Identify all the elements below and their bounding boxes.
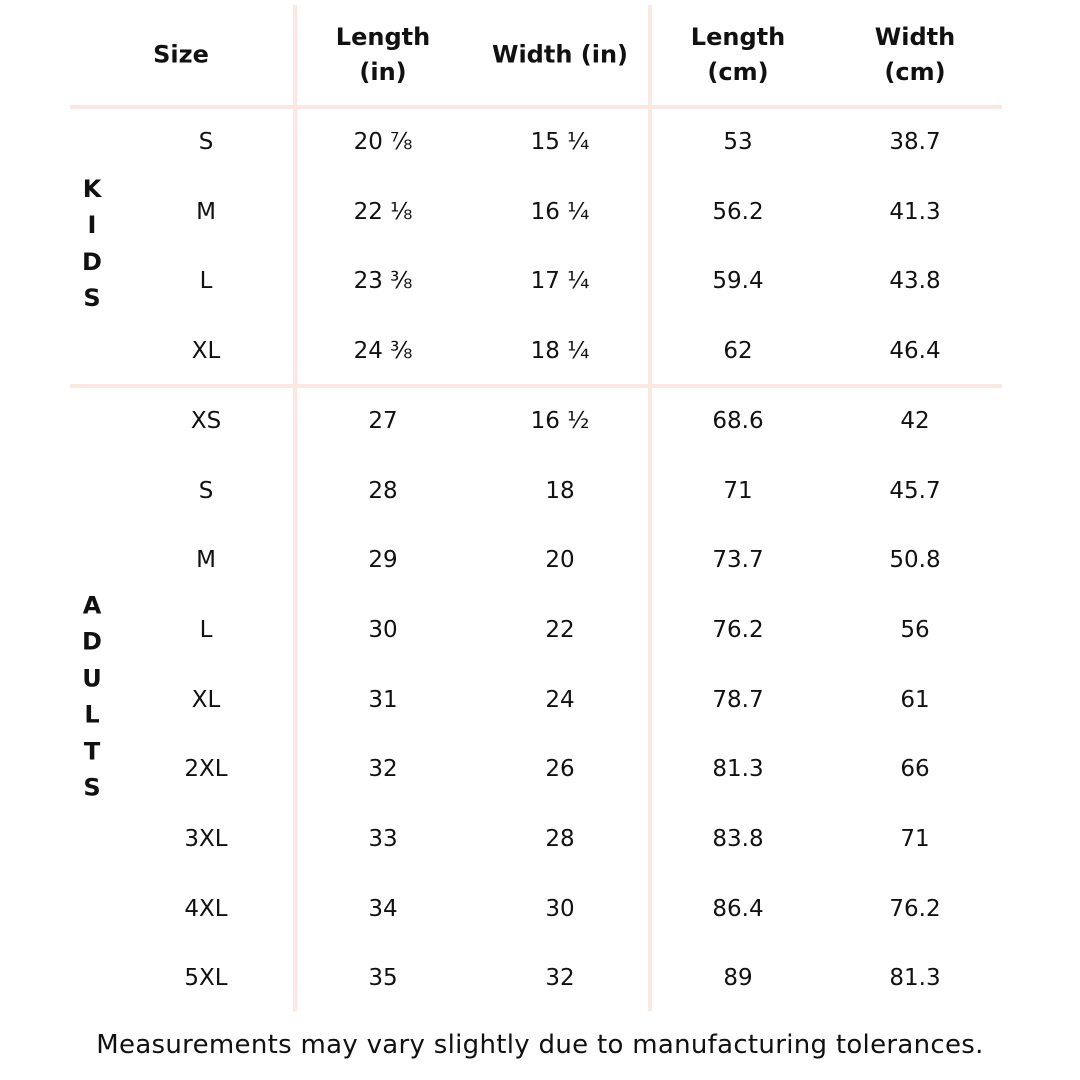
measure-cell: 31 [368,686,398,713]
measure-cell: 42 [900,407,930,434]
size-cell: M [196,198,216,225]
measure-cell: 32 [545,965,575,992]
measure-cell: 35 [368,965,398,992]
measure-cell: 73.7 [712,547,764,574]
horizontal-divider [70,105,1002,109]
measure-cell: 59.4 [712,268,764,295]
measure-cell: 38.7 [889,129,941,155]
measure-cell: 81.3 [889,965,941,992]
measure-cell: 29 [368,547,398,574]
measure-cell: 18 [545,477,575,504]
size-cell: XS [190,407,222,434]
measure-cell: 71 [900,826,930,852]
size-cell: S [198,129,214,155]
measure-cell: 24 ⅜ [353,338,413,365]
size-cell: XL [191,338,221,365]
measure-cell: 81.3 [712,756,764,783]
measure-cell: 68.6 [712,407,764,434]
size-cell: L [199,616,213,643]
measure-cell: 33 [368,826,398,852]
measure-cell: 30 [545,895,575,922]
column-header: Size [153,40,209,69]
size-cell: XL [191,686,221,713]
size-cell: M [196,547,216,574]
measure-cell: 28 [368,477,398,504]
measure-cell: 86.4 [712,895,764,922]
measure-cell: 16 ¼ [530,198,590,225]
measure-cell: 34 [368,895,398,922]
group-label: ADULTS [82,591,102,802]
measure-cell: 16 ½ [530,407,590,434]
measure-cell: 43.8 [889,268,941,295]
measure-cell: 17 ¼ [530,268,590,295]
measure-cell: 15 ¼ [530,129,590,155]
measure-cell: 26 [545,756,575,783]
measure-cell: 83.8 [712,826,764,852]
size-cell: L [199,268,213,295]
measure-cell: 20 ⅞ [353,129,413,155]
measure-cell: 41.3 [889,198,941,225]
column-header: Width (in) [491,40,629,69]
measure-cell: 76.2 [712,616,764,643]
size-cell: S [198,477,214,504]
measure-cell: 27 [368,407,398,434]
measure-cell: 71 [723,477,753,504]
group-label: KIDS [82,174,102,313]
measure-cell: 20 [545,547,575,574]
size-cell: 5XL [184,965,228,992]
measure-cell: 78.7 [712,686,764,713]
measure-cell: 56 [900,616,930,643]
measure-cell: 62 [723,338,753,365]
footer-note: Measurements may vary slightly due to ma… [96,1030,984,1060]
measure-cell: 56.2 [712,198,764,225]
vertical-divider [648,5,652,1011]
measure-cell: 32 [368,756,398,783]
measure-cell: 28 [545,826,575,852]
measure-cell: 45.7 [889,477,941,504]
measure-cell: 24 [545,686,575,713]
measure-cell: 30 [368,616,398,643]
column-header: Width (cm) [874,23,956,86]
measure-cell: 50.8 [889,547,941,574]
measure-cell: 46.4 [889,338,941,365]
measure-cell: 22 [545,616,575,643]
size-cell: 2XL [184,756,228,783]
measure-cell: 66 [900,756,930,783]
vertical-divider [293,5,297,1011]
column-header: Length (in) [335,23,431,86]
measure-cell: 23 ⅜ [353,268,413,295]
measure-cell: 76.2 [889,895,941,922]
size-cell: 3XL [184,826,228,852]
measure-cell: 22 ⅛ [353,198,413,225]
measure-cell: 61 [900,686,930,713]
measure-cell: 53 [723,129,753,155]
column-header: Length (cm) [690,23,786,86]
measure-cell: 89 [723,965,753,992]
size-cell: 4XL [184,895,228,922]
horizontal-divider [70,384,1002,388]
measure-cell: 18 ¼ [530,338,590,365]
